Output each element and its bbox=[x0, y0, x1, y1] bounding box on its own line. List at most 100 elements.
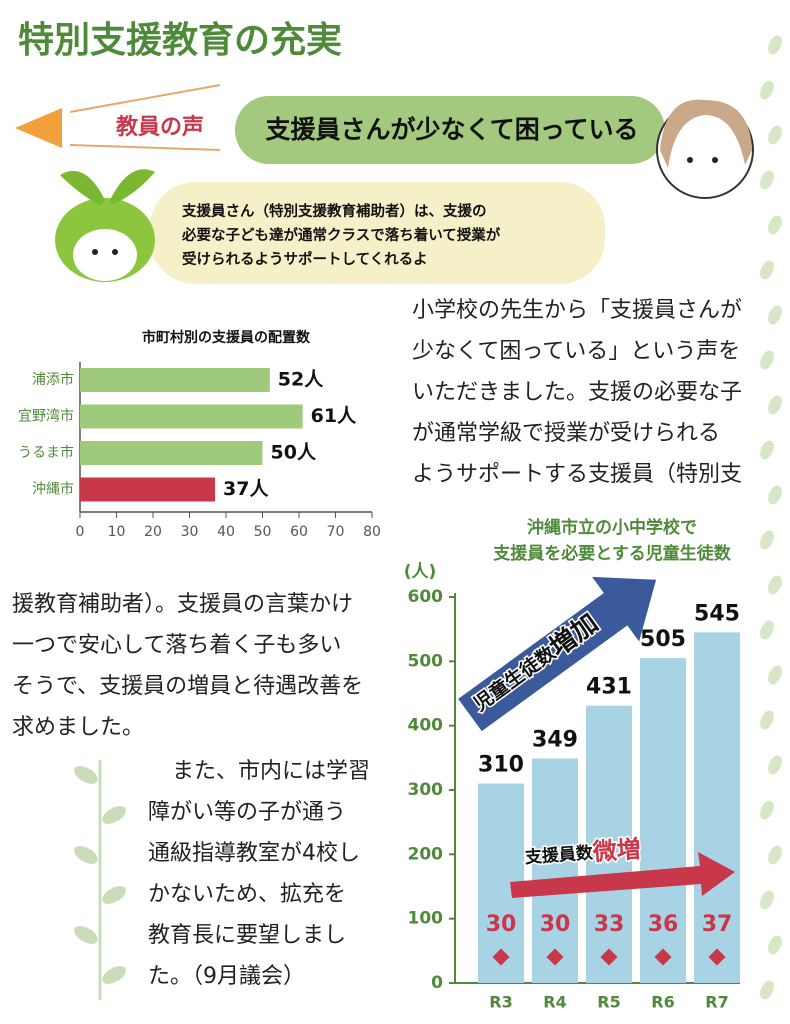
x-tick-label: R6 bbox=[651, 993, 674, 1012]
bar bbox=[694, 632, 740, 983]
body-line: また、市内には学習 bbox=[172, 759, 370, 784]
bar bbox=[80, 404, 303, 429]
y-tick-label: 200 bbox=[408, 844, 444, 864]
leaf bbox=[768, 935, 782, 955]
teacher-hair bbox=[660, 99, 752, 168]
body-line: が通常学級で授業が受けられる bbox=[412, 421, 720, 446]
bar bbox=[80, 441, 263, 465]
leaf bbox=[760, 80, 774, 100]
chart-title: 支援員を必要とする児童生徒数 bbox=[493, 543, 731, 564]
value-label: 545 bbox=[694, 601, 740, 626]
quote-text: 支援員さんが少なくて困っている bbox=[265, 115, 638, 144]
leaf bbox=[768, 395, 782, 415]
leaf bbox=[760, 440, 774, 460]
value-label: 61人 bbox=[311, 405, 357, 427]
body-line: 小学校の先生から「支援員さんが bbox=[412, 298, 742, 323]
leaf bbox=[760, 800, 774, 820]
x-tick-label: 20 bbox=[144, 524, 162, 540]
eye bbox=[687, 157, 693, 163]
vine-decoration bbox=[74, 760, 126, 1000]
x-tick-label: 30 bbox=[181, 524, 199, 540]
marker bbox=[654, 948, 672, 966]
leaf bbox=[102, 886, 126, 904]
x-tick-label: R5 bbox=[597, 993, 620, 1012]
category-label: 宜野湾市 bbox=[18, 408, 74, 425]
leaf bbox=[768, 215, 782, 235]
leaf bbox=[760, 350, 774, 370]
secondary-value: 30 bbox=[486, 912, 517, 937]
eye bbox=[112, 249, 118, 255]
y-tick-label: 300 bbox=[408, 780, 444, 800]
leaf bbox=[760, 890, 774, 910]
y-tick-label: 0 bbox=[431, 973, 443, 993]
secondary-value: 37 bbox=[702, 912, 733, 937]
mascot-leaves bbox=[60, 169, 155, 205]
leaf bbox=[768, 125, 782, 145]
x-tick-label: R4 bbox=[543, 993, 566, 1012]
y-tick-label: 600 bbox=[408, 587, 444, 607]
x-tick-label: 0 bbox=[76, 524, 85, 540]
body-line: た。（9月議会） bbox=[148, 964, 305, 989]
body-line: 通級指導教室が4校し bbox=[148, 841, 360, 866]
x-tick-label: 60 bbox=[290, 524, 308, 540]
chart-title: 沖縄市立の小中学校で bbox=[527, 517, 697, 538]
leaf-decoration bbox=[760, 35, 782, 1000]
x-tick-label: 10 bbox=[108, 524, 126, 540]
marker bbox=[708, 948, 726, 966]
body-line: いただきました。支援の必要な子 bbox=[412, 380, 742, 405]
category-label: 沖縄市 bbox=[32, 481, 74, 498]
bar bbox=[640, 658, 686, 983]
value-label: 349 bbox=[532, 727, 578, 752]
body-text: 小学校の先生から「支援員さんが少なくて困っている」という声をいただきました。支援… bbox=[12, 298, 742, 989]
x-tick-label: 80 bbox=[363, 524, 381, 540]
bar bbox=[80, 477, 216, 502]
y-tick-label: 400 bbox=[408, 716, 444, 736]
body-line: 少なくて困っている」という声を bbox=[412, 339, 740, 364]
bar bbox=[586, 705, 632, 983]
body-line: 教育長に要望しまし bbox=[148, 923, 346, 948]
eye bbox=[712, 157, 718, 163]
leaf bbox=[768, 575, 782, 595]
y-tick-label: 100 bbox=[408, 909, 444, 929]
arrow-shape bbox=[510, 852, 735, 898]
leaf bbox=[768, 665, 782, 685]
leaf bbox=[768, 755, 782, 775]
x-tick-label: 70 bbox=[327, 524, 345, 540]
body-line: かないため、拡充を bbox=[148, 882, 346, 907]
bar bbox=[80, 368, 270, 392]
marker bbox=[546, 948, 564, 966]
reply-text: 支援員さん（特別支援教育補助者）は、支援の bbox=[182, 202, 487, 220]
leaf bbox=[102, 966, 126, 984]
y-axis-label: (人) bbox=[404, 562, 437, 582]
x-tick-label: R3 bbox=[489, 993, 512, 1012]
leaf bbox=[760, 170, 774, 190]
deco-line bbox=[69, 84, 221, 113]
marker bbox=[492, 948, 510, 966]
body-line: 一つで安心して落ち着く子も多い bbox=[12, 633, 341, 658]
x-tick-label: 40 bbox=[217, 524, 235, 540]
value-label: 310 bbox=[478, 753, 524, 778]
voice-label: 教員の声 bbox=[116, 114, 204, 140]
leaf bbox=[74, 846, 98, 864]
quote-bubble bbox=[235, 96, 665, 164]
leaf bbox=[74, 926, 98, 944]
leaf bbox=[768, 305, 782, 325]
secondary-value: 30 bbox=[540, 912, 571, 937]
reply-text: 受けられるようサポートしてくれるよ bbox=[182, 250, 428, 268]
secondary-value: 36 bbox=[648, 912, 679, 937]
eye bbox=[92, 249, 98, 255]
reply-text: 必要な子ども達が通常クラスで落ち着いて授業が bbox=[181, 226, 501, 244]
x-tick-label: R7 bbox=[705, 993, 728, 1012]
value-label: 50人 bbox=[271, 442, 317, 464]
megaphone bbox=[15, 108, 62, 148]
chart-title: 市町村別の支援員の配置数 bbox=[142, 329, 311, 346]
annotation: 支援員数微増 bbox=[524, 835, 642, 871]
reply-bubble bbox=[150, 182, 605, 284]
value-label: 37人 bbox=[223, 478, 269, 500]
marker bbox=[600, 948, 618, 966]
leaf bbox=[74, 766, 98, 784]
body-line: 求めました。 bbox=[12, 715, 144, 740]
body-line: 援教育補助者）。支援員の言葉かけ bbox=[12, 592, 353, 617]
leaf bbox=[760, 530, 774, 550]
arrow-shape bbox=[458, 576, 657, 732]
